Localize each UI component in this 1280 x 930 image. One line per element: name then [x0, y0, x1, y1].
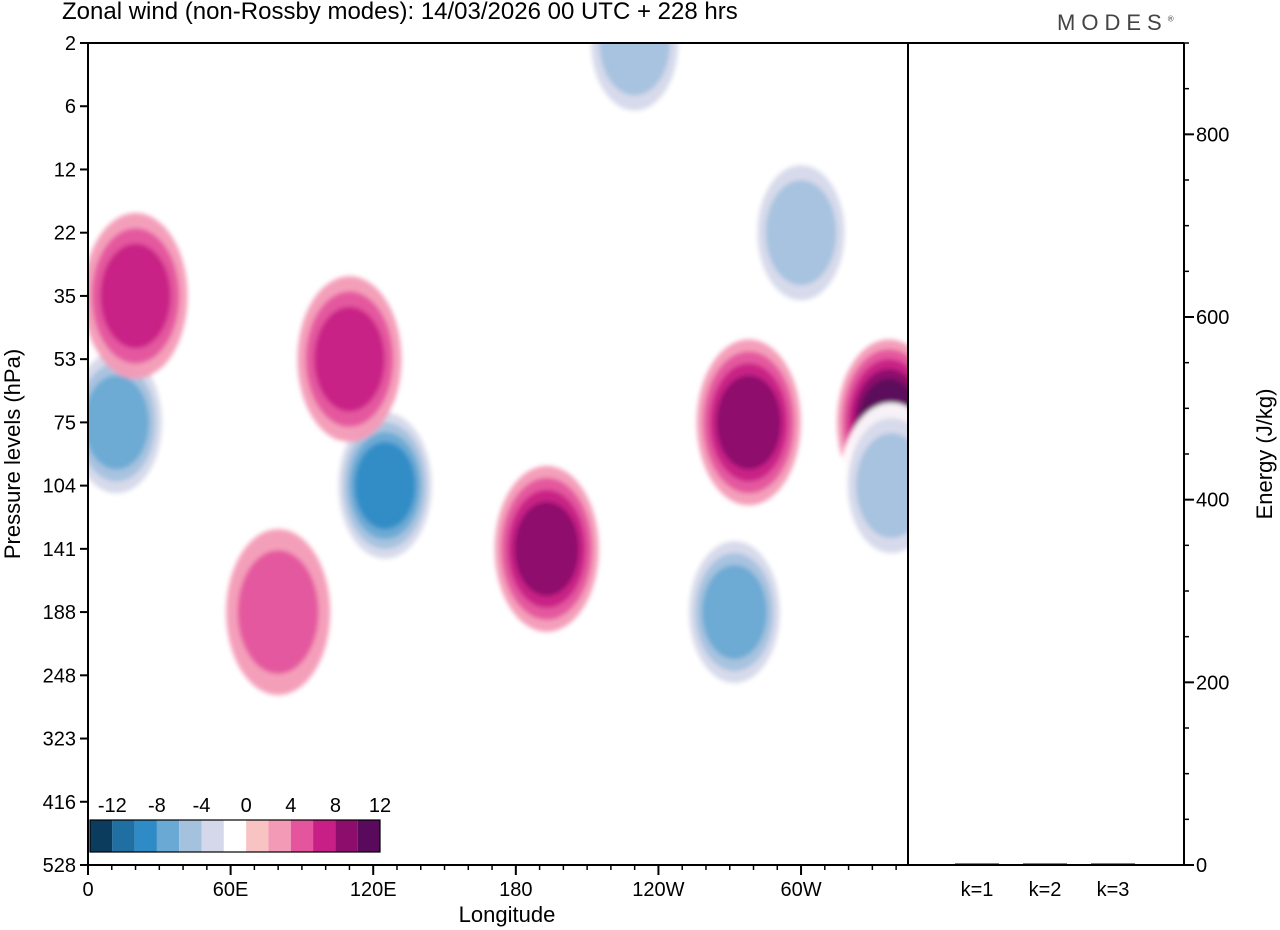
y-tick-label-323: 323 [43, 729, 76, 751]
energy-bar-k=2 [1023, 863, 1067, 865]
x-tick-label-120W: 120W [632, 879, 684, 901]
x-tick-label-60E: 60E [213, 879, 249, 901]
colorbar-swatch-8 [268, 820, 291, 852]
field-feature-2-level-4 [514, 501, 580, 596]
energy-axis-title: Energy (J/kg) [1252, 389, 1277, 520]
logo-registered-mark: ® [1167, 14, 1174, 24]
colorbar-swatch-4 [179, 820, 202, 852]
energy-category-label-k=3: k=3 [1097, 879, 1130, 901]
y-axis-title: Pressure levels (hPa) [0, 349, 25, 559]
field-feature-10-level-3 [599, 43, 670, 96]
x-tick-label-60W: 60W [780, 879, 821, 901]
energy-category-label-k=2: k=2 [1029, 879, 1062, 901]
y-tick-label-104: 104 [43, 476, 76, 498]
y-tick-label-6: 6 [65, 96, 76, 118]
chart-title: Zonal wind (non-Rossby modes): 14/03/202… [62, 0, 738, 25]
colorbar-label-8: 8 [330, 795, 341, 817]
colorbar: -12 -8 -4 0 4 8 12 [86, 785, 391, 859]
energy-tick-label-400: 400 [1196, 490, 1229, 512]
colorbar-label-0: 0 [241, 795, 252, 817]
colorbar-label-4: 4 [285, 795, 296, 817]
colorbar-swatch-9 [290, 820, 314, 852]
energy-tick-label-800: 800 [1196, 124, 1229, 146]
colorbar-swatch-5 [201, 820, 224, 852]
y-tick-label-2: 2 [65, 33, 76, 55]
plot-frame [87, 42, 909, 866]
y-tick-label-12: 12 [54, 159, 76, 181]
y-tick-label-141: 141 [43, 539, 76, 561]
x-axis-title: Longitude [459, 902, 556, 927]
colorbar-swatch-6 [223, 820, 247, 852]
field-feature-6-level-3 [100, 243, 171, 349]
colorbar-swatch-3 [156, 820, 180, 852]
colorbar-swatch-0 [90, 820, 113, 852]
colorbar-swatch-1 [112, 820, 135, 852]
field-feature-8-level-2 [237, 550, 319, 674]
y-tick-label-528: 528 [43, 855, 76, 877]
field-feature-5-level-4 [716, 375, 782, 470]
x-tick-label-120E: 120E [350, 879, 397, 901]
logo-text: MODES [1057, 10, 1168, 35]
colorbar-swatch-10 [313, 820, 336, 852]
field-feature-9-level-3 [856, 433, 908, 539]
modes-logo: MODES® [1057, 10, 1174, 36]
y-tick-label-22: 22 [54, 223, 76, 245]
colorbar-label--8: -8 [148, 795, 166, 817]
colorbar-swatch-2 [134, 820, 157, 852]
energy-category-label-k=1: k=1 [961, 879, 994, 901]
field-layers [88, 43, 908, 696]
field-feature-11-level-3 [765, 180, 837, 286]
energy-bar-k=1 [955, 863, 999, 865]
energy-tick-label-0: 0 [1196, 855, 1207, 877]
field-feature-7-level-3 [314, 306, 385, 412]
colorbar-label--4: -4 [193, 795, 211, 817]
y-tick-label-75: 75 [54, 412, 76, 434]
x-tick-label-180: 180 [499, 879, 532, 901]
field-feature-0-level-4 [88, 375, 149, 470]
axes: 2 6 12 22 35 53 75 104 141 188 248 323 416 528 Pressur… [0, 33, 909, 927]
colorbar-swatch-12 [357, 820, 380, 852]
colorbar-frame [89, 819, 381, 853]
energy-bar-k=3 [1091, 863, 1135, 865]
y-tick-label-416: 416 [43, 792, 76, 814]
x-tick-label-0: 0 [82, 879, 93, 901]
y-tick-label-248: 248 [43, 665, 76, 687]
energy-panel: 0 200 400 600 800 Energy (J/kg) k=1 k=2 k=3 [908, 42, 1277, 901]
wind-field [88, 43, 908, 696]
y-tick-label-188: 188 [43, 602, 76, 624]
colorbar-swatch-7 [246, 820, 269, 852]
y-tick-label-53: 53 [54, 349, 76, 371]
field-feature-1-level-5 [354, 441, 416, 530]
colorbar-label--12: -12 [98, 795, 127, 817]
field-feature-3-level-4 [702, 564, 767, 660]
colorbar-label-12: 12 [369, 795, 391, 817]
energy-tick-label-600: 600 [1196, 307, 1229, 329]
colorbar-swatch-11 [335, 820, 358, 852]
y-tick-label-35: 35 [54, 286, 76, 308]
energy-tick-label-200: 200 [1196, 672, 1229, 694]
